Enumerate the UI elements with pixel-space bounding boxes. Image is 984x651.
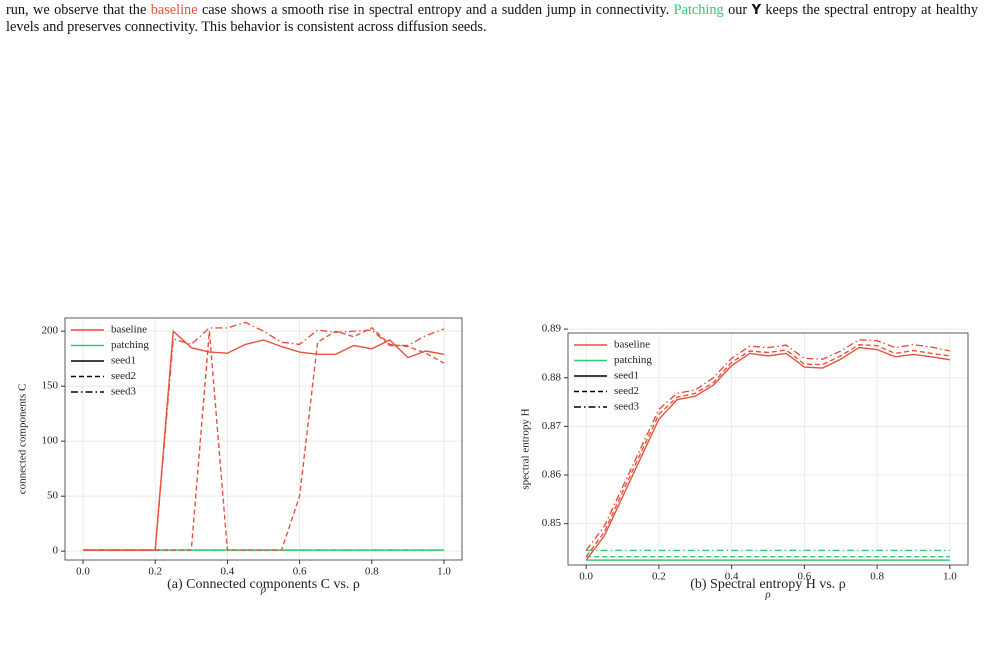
text-segment: our bbox=[723, 2, 752, 18]
y-tick-label: 0.87 bbox=[542, 420, 562, 432]
series-line bbox=[83, 327, 445, 551]
legend-label: patching bbox=[614, 354, 652, 366]
y-tick-label: 200 bbox=[42, 325, 59, 337]
paragraph: run, we observe that the baseline case s… bbox=[6, 2, 978, 36]
x-tick-label: 0.6 bbox=[293, 566, 307, 578]
y-axis-label: connected components C bbox=[17, 384, 29, 495]
legend-label: patching bbox=[111, 339, 149, 351]
x-tick-label: 0.0 bbox=[579, 571, 593, 583]
legend-label: seed3 bbox=[111, 386, 137, 398]
x-axis-label: ρ bbox=[260, 584, 266, 596]
x-tick-label: 0.6 bbox=[797, 571, 811, 583]
y-tick-label: 0.85 bbox=[542, 517, 562, 529]
y-tick-label: 150 bbox=[42, 380, 59, 392]
legend-label: seed3 bbox=[614, 401, 640, 413]
x-tick-label: 0.4 bbox=[725, 571, 739, 583]
x-tick-label: 1.0 bbox=[943, 571, 957, 583]
legend-label: seed1 bbox=[111, 355, 136, 367]
x-axis-label: ρ bbox=[764, 589, 770, 601]
y-tick-label: 0.86 bbox=[542, 469, 562, 481]
legend-label: baseline bbox=[111, 324, 147, 336]
legend-label: seed2 bbox=[111, 370, 136, 382]
x-tick-label: 0.8 bbox=[365, 566, 379, 578]
text-segment: keeps the spectral entropy at healthy le… bbox=[6, 2, 978, 35]
y-tick-label: 100 bbox=[42, 435, 59, 447]
x-tick-label: 0.2 bbox=[652, 571, 666, 583]
text-segment: run, we observe that the bbox=[6, 2, 151, 18]
plot-frame bbox=[64, 317, 463, 561]
caption: (b) Spectral entropy H vs. ρ bbox=[690, 577, 846, 592]
text-segment: Y bbox=[751, 3, 761, 18]
legend-label: seed1 bbox=[614, 370, 639, 382]
text-segment: case shows a smooth rise in spectral ent… bbox=[197, 2, 674, 18]
series-line bbox=[585, 346, 950, 561]
x-tick-label: 1.0 bbox=[437, 566, 451, 578]
y-tick-label: 50 bbox=[47, 490, 59, 502]
text-segment: baseline bbox=[150, 2, 198, 18]
x-tick-label: 0.8 bbox=[870, 571, 884, 583]
x-tick-label: 0.2 bbox=[148, 566, 162, 578]
y-tick-label: 0.89 bbox=[542, 323, 562, 335]
x-tick-label: 0.4 bbox=[221, 566, 235, 578]
caption: (a) Connected components C vs. ρ bbox=[167, 577, 360, 592]
legend-label: baseline bbox=[614, 339, 650, 351]
series-line bbox=[585, 339, 950, 551]
series-line bbox=[83, 329, 445, 551]
y-tick-label: 0.88 bbox=[542, 371, 562, 383]
x-tick-label: 0.0 bbox=[76, 566, 90, 578]
y-tick-label: 0 bbox=[53, 545, 59, 557]
series-line bbox=[585, 343, 950, 558]
series-line bbox=[83, 321, 445, 551]
text-segment: Patching bbox=[673, 2, 724, 18]
y-axis-label: spectral entropy H bbox=[520, 408, 532, 489]
legend-label: seed2 bbox=[614, 385, 639, 397]
plot-frame bbox=[567, 332, 969, 566]
